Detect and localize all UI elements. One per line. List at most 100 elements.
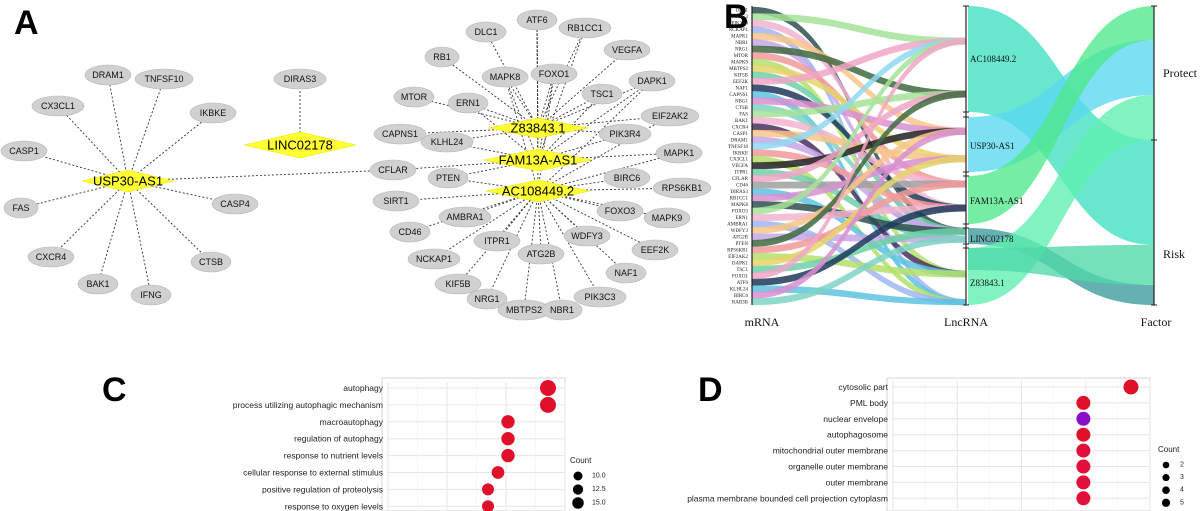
sankey-flow-lncrna [968,245,1154,285]
sankey-mrna-tick: FAS [739,112,748,117]
hub-diamond [243,131,357,159]
gene-node-casp1: CASP1 [0,140,48,162]
gene-node-klhl24: KLHL24 [420,131,474,153]
gene-node-atg2b: ATG2B [517,243,565,265]
hub-label: FAM13A-AS1 [499,153,578,168]
network-edges [20,19,683,311]
gene-node-label: RPS6KB1 [662,183,703,193]
go-term-dot [540,380,556,396]
dotplot-c-frame [381,377,566,511]
lncrna-hub-ac: AC108449.2 [485,179,591,203]
go-term-label: cytosolic part [838,382,888,392]
panel-d-dotplot: cytosolic part PML body nuclear envelope au… [687,377,1184,511]
gene-node-shape [640,105,700,127]
gene-node-ikbke: IKBKE [189,102,237,124]
go-term-dot [1076,459,1091,474]
gene-node-shape [0,140,48,162]
gene-node-vegfa: VEGFA [603,39,651,61]
lncrna-hub-usp30: USP30-AS1 [81,169,175,193]
gene-node-shape [84,64,132,86]
gene-node-cflar: CFLAR [369,159,417,181]
sankey-mrna-tick: CFLAR [732,177,749,182]
gene-node-label: MAPK9 [652,213,683,223]
sankey-mrna-tick: CAPNS1 [729,93,748,98]
go-term-dot [501,432,515,446]
gene-node-mtor: MTOR [393,86,435,108]
gene-node-shape [427,167,469,189]
dotplot-c-legend: 10.0 12.5 15.0 [572,471,606,509]
gene-node-cx3cl1: CX3CL1 [31,95,85,117]
hub-diamond [487,117,589,139]
hub-label: AC108449.2 [502,184,574,199]
legend-label: 4 [1180,487,1184,494]
gene-node-label: CXCR4 [36,252,67,262]
gene-node-shape [77,273,119,295]
legend-label: 3 [1180,474,1184,481]
sankey-mrna-tick: CTSB [735,106,748,111]
gene-node-label: KLHL24 [431,137,464,147]
network-edge [127,180,152,296]
gene-node-sirt1: SIRT1 [372,190,420,212]
dotplot-d-dots [1076,379,1139,506]
go-term-label: process utilizing autophagic mechanism [233,400,383,410]
go-term-label: plasma membrane bounded cell projection … [687,493,888,503]
sankey-mrna-tick: BIRC6 [734,294,749,299]
sankey-mrna-tick: MTOR [734,54,749,59]
gene-node-dapk1: DAPK1 [628,70,676,92]
sankey-axis-lncrna: LncRNA [944,315,988,329]
go-term-label: response to nutrient levels [284,451,383,461]
go-term-label: cellular response to external stimulus [243,468,383,478]
gene-node-foxo1: FOXO1 [530,63,578,85]
go-term-dot [540,396,556,413]
sankey-mrna-tick: DRAM1 [730,138,748,143]
gene-node-mapk9: MAPK9 [643,207,691,229]
go-term-label: positive regulation of proteolysis [262,484,383,494]
hub-label: USP30-AS1 [93,174,163,189]
gene-node-rb1cc1: RB1CC1 [558,17,612,39]
sankey-mrna-tick: PIK3C3 [732,15,749,20]
network-edge [57,105,129,182]
go-term-dot [1076,395,1091,410]
gene-node-ambra1: AMBRA1 [438,206,492,228]
gene-node-label: IFNG [140,290,162,300]
gene-node-label: MBTPS2 [506,305,542,315]
gene-node-shape [434,273,482,295]
gene-node-bak1: BAK1 [77,273,119,295]
gene-node-dram1: DRAM1 [84,64,132,86]
gene-node-label: FOXO3 [605,206,636,216]
network-edge [409,190,539,233]
go-term-dot [1076,411,1091,426]
network-edge [97,180,129,285]
gene-node-shape [652,177,712,199]
gene-node-shape [466,288,508,310]
gene-node-shape [516,9,558,31]
network-hubs: USP30-AS1 LINC02178 Z83843.1 FAM13A-AS1 AC10… [81,117,593,203]
panel-c-letter: C [102,371,127,409]
gene-node-label: CASP4 [220,199,250,209]
legend-dot [1162,461,1170,469]
gene-node-label: ATG2B [527,249,556,259]
gene-node-shape [517,243,565,265]
lncrna-hub-linc: LINC02178 [243,131,357,159]
panel-b-letter: B [724,0,749,36]
gene-node-eef2k: EEF2K [631,239,679,261]
gene-node-casp4: CASP4 [211,193,259,215]
network-edge [127,180,212,263]
sankey-mrna-tick: DIRAS3 [730,190,748,195]
dotplot-c-grid [387,382,566,511]
legend-label: 10.0 [592,473,606,480]
sankey-mrna-tick: ITPR1 [735,171,749,176]
go-term-dot [1076,475,1091,490]
sankey-mrna-tick: VEGFA [732,164,749,169]
sankey-mrna-tick: TNFSF10 [728,145,749,150]
network-edge [127,169,394,182]
sankey-mrna-tick: AMBRA1 [727,223,748,228]
go-term-label: response to oxygen levels [285,501,383,511]
go-term-label: regulation of autophagy [294,434,384,444]
network-edge [537,27,586,129]
sankey-mrna-tick: WDFY3 [731,229,749,234]
gene-node-label: MAPK8 [490,72,521,82]
network-edge [441,56,539,129]
